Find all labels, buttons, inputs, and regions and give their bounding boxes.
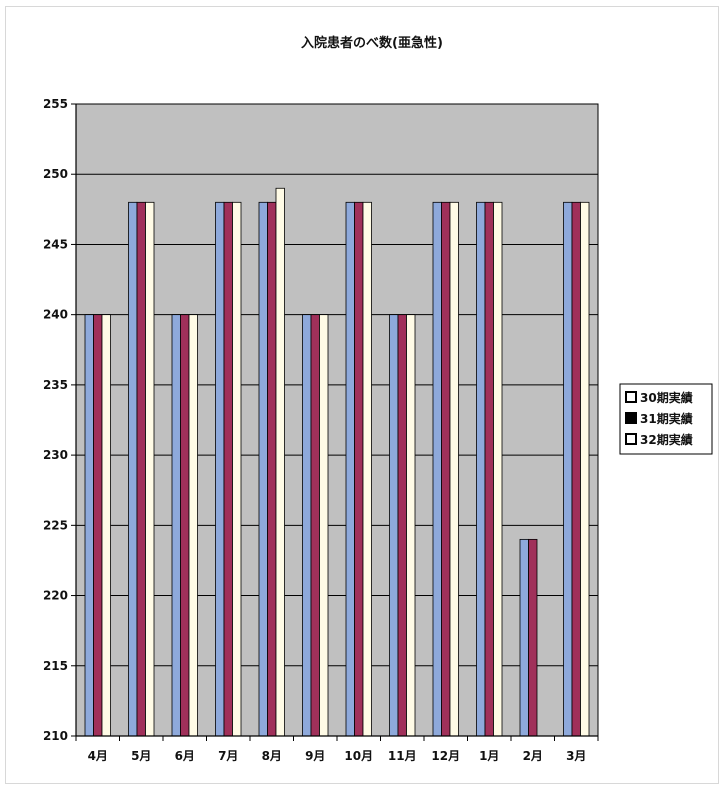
legend-label: 30期実績 (640, 390, 693, 405)
bar (136, 201, 146, 737)
bar (84, 314, 94, 737)
y-tick-label: 215 (43, 659, 68, 673)
x-tick-label: 7月 (218, 749, 238, 763)
legend-label: 32期実績 (640, 432, 693, 447)
bar (180, 314, 190, 737)
legend-swatch (625, 391, 637, 403)
bar (215, 201, 225, 737)
y-tick-label: 210 (43, 729, 68, 743)
y-tick-label: 245 (43, 237, 68, 251)
bar (476, 201, 486, 737)
bar (432, 201, 442, 737)
bar (362, 201, 372, 737)
legend-swatch (625, 412, 637, 424)
bar (93, 314, 103, 737)
legend: 30期実績 31期実績 32期実績 (619, 383, 713, 455)
bar (267, 201, 277, 737)
x-tick-label: 11月 (388, 749, 417, 763)
bar (397, 314, 407, 737)
bar (441, 201, 451, 737)
bar (188, 314, 198, 737)
bar (310, 314, 320, 737)
bar (319, 314, 329, 737)
y-tick-label: 235 (43, 378, 68, 392)
bar (345, 201, 355, 737)
bar (389, 314, 399, 737)
bar (571, 201, 581, 737)
x-tick-label: 5月 (131, 749, 151, 763)
y-tick-label: 240 (43, 308, 68, 322)
legend-label: 31期実績 (640, 411, 693, 426)
bar (406, 314, 416, 737)
x-tick-label: 6月 (175, 749, 195, 763)
x-tick-label: 1月 (479, 749, 499, 763)
bar (484, 201, 494, 737)
bar (528, 538, 538, 737)
bar (519, 538, 529, 737)
x-tick-label: 8月 (262, 749, 282, 763)
legend-swatch (625, 433, 637, 445)
y-tick-label: 230 (43, 448, 68, 462)
bar (145, 201, 155, 737)
x-tick-label: 10月 (344, 749, 373, 763)
bar (128, 201, 138, 737)
chart-title: 入院患者のべ数(亜急性) (301, 35, 443, 51)
bar (275, 187, 285, 737)
bar (449, 201, 459, 737)
bar (354, 201, 364, 737)
bar (232, 201, 242, 737)
plot-area: 210 215 220 225 230 235 240 245 250 255 4月 5月 6月 7月 8月… (43, 97, 599, 763)
x-tick-label: 9月 (305, 749, 325, 763)
y-tick-label: 220 (43, 589, 68, 603)
x-tick-label: 4月 (88, 749, 108, 763)
bar (171, 314, 181, 737)
x-tick-label: 2月 (523, 749, 543, 763)
bar (580, 201, 590, 737)
y-tick-label: 225 (43, 518, 68, 532)
bar (302, 314, 312, 737)
y-tick-label: 250 (43, 167, 68, 181)
bar (223, 201, 233, 737)
x-tick-label: 3月 (566, 749, 586, 763)
bar (101, 314, 111, 737)
bar (563, 201, 573, 737)
x-tick-label: 12月 (431, 749, 460, 763)
plot-background (75, 103, 599, 737)
bar (258, 201, 268, 737)
y-tick-label: 255 (43, 97, 68, 111)
bar (493, 201, 503, 737)
